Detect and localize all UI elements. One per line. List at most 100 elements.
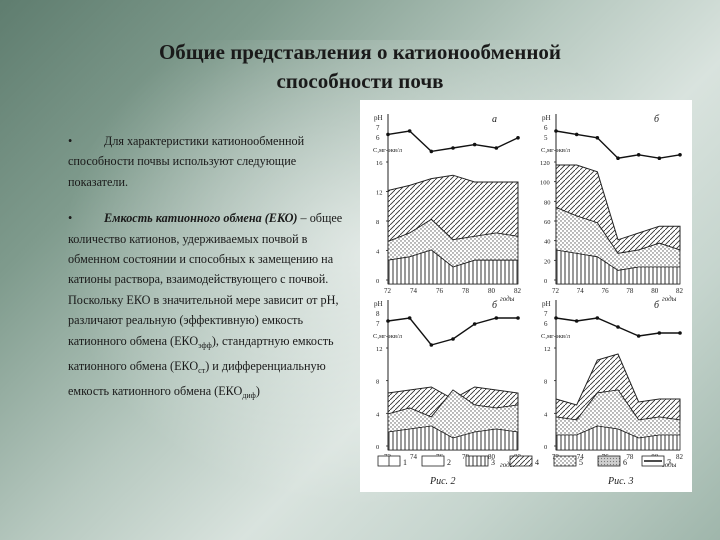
definition-part-4: ) [255,384,260,399]
ph-point [386,132,390,137]
legend-label: 4 [535,458,539,467]
ph-point [407,129,412,133]
figure-scan: pH а С,мг-экв/л 7 6 16 12 8 4 0 72 74 76 78 80 82 годы pH… [360,100,692,492]
caption-right: Рис. 3 [607,476,634,487]
panel-letter: б [654,114,660,125]
y-tick-label: 12 [376,346,383,353]
ph-tick-label: 8 [376,310,380,318]
x-unit-label: годы [500,295,515,303]
ph-point [451,146,455,150]
ph-point [472,322,477,326]
ph-point [574,132,579,137]
vertical-band [387,249,519,285]
y-tick-label: 120 [540,160,550,167]
y-tick-label: 16 [376,160,383,167]
vertical-band [555,425,681,451]
x-tick-label: 72 [384,287,392,295]
ph-point [595,316,600,320]
chart-panel: pH б С,мг-экв/л 6 5 120 100 80 60 40 20 0 72 74 76 78 80… [540,114,684,303]
bullet-marker: • [68,211,73,226]
legend-label: 7 [667,458,671,467]
slide-title: Общие представления о катионообменной сп… [60,38,660,96]
x-tick-label: 80 [488,287,496,295]
ph-point [516,316,520,320]
y-tick-label: 100 [540,180,550,187]
bullet-text: Для характеристики катионообменной спосо… [68,134,305,189]
y-tick-label: 40 [544,239,551,246]
subscript-st: ст [198,366,206,376]
y-tick-label: 0 [544,444,547,451]
x-tick-label: 80 [488,453,496,461]
ph-point [657,156,662,160]
ph-point [678,153,682,157]
legend-label: 5 [579,458,583,467]
y-axis-label: С,мг-экв/л [373,333,403,340]
title-line-2: способности почв [276,69,444,93]
y-axis-label: С,мг-экв/л [541,333,571,340]
ph-tick-label: 5 [544,134,548,142]
x-tick-label: 82 [676,287,684,295]
ph-tick-label: 6 [544,320,548,328]
ph-axis-label: pH [374,300,383,308]
y-tick-label: 8 [544,379,547,386]
y-tick-label: 8 [376,379,379,386]
ph-point [657,331,662,335]
ph-point [574,319,579,323]
ph-point [595,136,600,140]
text-block: • Для характеристики катионообменной спос… [68,131,352,407]
ph-point [429,149,434,154]
vertical-band [555,249,681,285]
x-tick-label: 78 [462,287,470,295]
definition-part-3: ) и дифференциальную емкость катионного … [68,359,326,399]
ph-point [554,316,558,320]
bullet-paragraph-2: • Емкость катионного обмена (ЕКО) – общее… [68,208,352,407]
y-axis-label: С,мг-экв/л [373,147,403,154]
y-tick-label: 0 [544,278,547,285]
term-eko: Емкость катионного обмена (ЕКО) [104,211,298,226]
ph-point [636,153,641,157]
ph-point [616,325,620,329]
legend-label: 2 [447,458,451,467]
bullet-marker: • [68,134,73,148]
legend-swatch [465,455,489,467]
legend-swatch [597,455,621,467]
title-line-1: Общие представления о катионообменной [158,40,562,64]
x-unit-label: годы [662,295,677,303]
ph-line [555,130,681,159]
legend-swatch [421,455,445,467]
legend-label: 3 [491,458,495,467]
caption-left: Рис. 2 [429,476,456,487]
ph-point [678,331,682,335]
x-tick-label: 82 [676,453,684,461]
panel-letter: б [654,300,660,311]
x-tick-label: 74 [410,287,418,295]
y-tick-label: 60 [544,219,551,226]
ph-point [494,316,499,320]
x-unit-label: годы [500,461,515,469]
dash: – [297,211,310,226]
x-tick-label: 78 [626,453,634,461]
y-tick-label: 20 [544,258,551,265]
ph-point [636,334,641,338]
y-tick-label: 4 [376,249,380,256]
subscript-eff: эфф [198,340,212,350]
bullet-paragraph-1: • Для характеристики катионообменной спос… [68,131,352,192]
panel-letter: б [492,300,498,311]
ph-tick-label: 6 [376,134,380,142]
ph-point [386,319,390,323]
y-tick-label: 12 [376,190,383,197]
x-tick-label: 74 [577,287,585,295]
y-tick-label: 80 [544,199,551,206]
ph-point [494,146,499,150]
ph-point [472,142,477,147]
definition-part-1: общее количество катионов, удерживаемых … [68,211,343,348]
x-tick-label: 74 [410,453,418,461]
y-tick-label: 0 [376,444,379,451]
ph-tick-label: 7 [544,310,548,318]
ph-point [554,129,558,133]
ph-axis-label: pH [374,114,383,122]
